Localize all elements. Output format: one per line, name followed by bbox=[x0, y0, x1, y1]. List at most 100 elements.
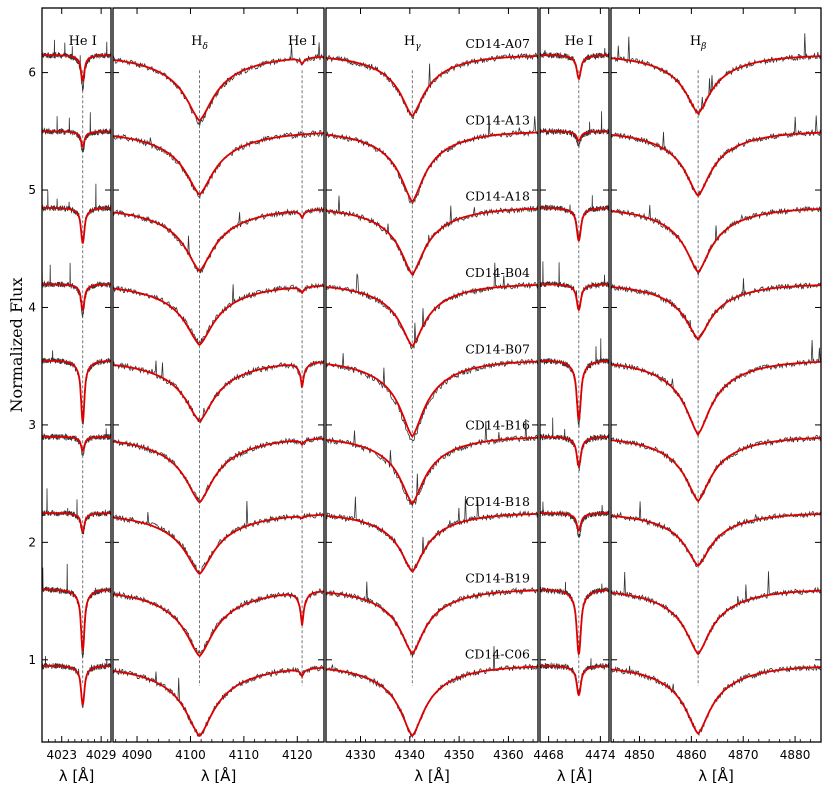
observed-spectrum-CD14-A18 bbox=[611, 204, 821, 277]
observed-spectrum-CD14-B04 bbox=[42, 262, 111, 318]
model-spectrum-CD14-A18 bbox=[113, 208, 324, 272]
panel-frame bbox=[41, 7, 112, 743]
observed-spectrum-CD14-A07 bbox=[540, 47, 609, 81]
star-label-CD14-B16: CD14-B16 bbox=[465, 418, 530, 433]
star-label-CD14-B18: CD14-B18 bbox=[465, 494, 530, 509]
model-spectrum-CD14-B04 bbox=[326, 284, 538, 348]
observed-spectrum-CD14-B18 bbox=[113, 500, 324, 575]
y-tick-label: 1 bbox=[28, 653, 36, 667]
model-spectrum-CD14-A18 bbox=[611, 208, 821, 274]
model-spectrum-CD14-A13 bbox=[611, 131, 821, 198]
model-spectrum-CD14-B07 bbox=[113, 361, 324, 423]
model-spectrum-CD14-A07 bbox=[326, 55, 538, 118]
y-axis: 1 2 3 4 5 6 bbox=[28, 66, 36, 667]
x-tick-label: 4880 bbox=[780, 748, 811, 762]
model-spectrum-CD14-B04 bbox=[611, 284, 821, 341]
model-spectrum-CD14-B18 bbox=[326, 513, 538, 573]
spectral-panel-5: 4850 4860 4870 4880 λ [Å] Hβ bbox=[610, 7, 822, 785]
observed-spectrum-CD14-B19 bbox=[42, 563, 111, 659]
x-tick-label: 4110 bbox=[229, 748, 260, 762]
model-spectrum-CD14-C06 bbox=[113, 666, 324, 737]
model-spectrum-CD14-C06 bbox=[611, 666, 821, 735]
spectra-curves bbox=[326, 52, 538, 739]
observed-spectrum-CD14-A07 bbox=[611, 33, 821, 116]
model-spectrum-CD14-B18 bbox=[611, 513, 821, 567]
spectra-curves bbox=[540, 47, 609, 697]
model-spectrum-CD14-B07 bbox=[42, 359, 111, 423]
model-spectrum-CD14-B16 bbox=[611, 437, 821, 503]
x-tick-label: 4023 bbox=[46, 748, 77, 762]
spectral-panel-4: 4468 4474 λ [Å] He I bbox=[533, 7, 616, 785]
x-tick-label: 4468 bbox=[533, 748, 564, 762]
x-tick-label: 4850 bbox=[624, 748, 655, 762]
observed-spectrum-CD14-B07 bbox=[611, 339, 821, 438]
spectra-curves bbox=[113, 42, 324, 737]
model-spectrum-CD14-A13 bbox=[42, 130, 111, 148]
model-spectrum-CD14-B04 bbox=[540, 283, 609, 311]
model-spectrum-CD14-B19 bbox=[42, 588, 111, 652]
y-tick-label: 4 bbox=[28, 300, 36, 314]
model-spectrum-CD14-B16 bbox=[113, 437, 324, 504]
observed-spectrum-CD14-B07 bbox=[113, 359, 324, 424]
model-spectrum-CD14-C06 bbox=[326, 665, 538, 738]
x-tick-label: 4474 bbox=[585, 748, 616, 762]
y-tick-label: 6 bbox=[28, 66, 36, 80]
panel-line-label: Hβ bbox=[690, 34, 707, 52]
panel-line-label: Hδ bbox=[191, 34, 208, 52]
model-spectrum-CD14-A13 bbox=[540, 130, 609, 142]
spectral-panel-2: 4090 4100 4110 4120 λ [Å] Hδ He I bbox=[112, 7, 325, 785]
star-label-CD14-A18: CD14-A18 bbox=[465, 189, 530, 204]
spectra-curves bbox=[42, 39, 111, 709]
x-tick-label: 4860 bbox=[676, 748, 707, 762]
model-spectrum-CD14-B16 bbox=[42, 435, 111, 452]
model-spectrum-CD14-B16 bbox=[326, 436, 538, 505]
x-tick-label: 4330 bbox=[345, 748, 376, 762]
panel-line-label: Hγ bbox=[404, 34, 421, 52]
y-tick-label: 3 bbox=[28, 418, 36, 432]
panel-line-label: He I bbox=[565, 34, 593, 49]
y-axis-label: Normalized Flux bbox=[7, 278, 26, 413]
model-spectrum-CD14-A18 bbox=[540, 207, 609, 242]
y-tick-label: 5 bbox=[28, 183, 36, 197]
star-label-CD14-B07: CD14-B07 bbox=[465, 341, 530, 356]
model-spectrum-CD14-A07 bbox=[540, 54, 609, 80]
observed-spectrum-CD14-B19 bbox=[113, 587, 324, 655]
star-label-CD14-A07: CD14-A07 bbox=[465, 36, 530, 51]
observed-spectrum-CD14-B04 bbox=[113, 282, 324, 346]
x-tick-label: 4120 bbox=[282, 748, 313, 762]
star-label-CD14-A13: CD14-A13 bbox=[465, 112, 530, 127]
observed-spectrum-CD14-B16 bbox=[611, 434, 821, 505]
observed-spectrum-CD14-C06 bbox=[113, 664, 324, 737]
observed-spectrum-CD14-A07 bbox=[113, 42, 324, 126]
model-spectrum-CD14-B19 bbox=[113, 590, 324, 658]
observed-spectrum-CD14-A13 bbox=[540, 111, 609, 148]
panel-frame bbox=[325, 7, 539, 743]
spectra-curves bbox=[611, 33, 821, 737]
observed-spectrum-CD14-B19 bbox=[326, 581, 538, 659]
model-spectrum-CD14-A18 bbox=[42, 206, 111, 244]
model-spectrum-CD14-B04 bbox=[113, 284, 324, 346]
panel-frame bbox=[610, 7, 822, 743]
x-axis-label: λ [Å] bbox=[414, 766, 450, 785]
model-spectrum-CD14-C06 bbox=[42, 665, 111, 706]
observed-spectrum-CD14-B19 bbox=[611, 571, 821, 656]
panel-line-label: He I bbox=[69, 34, 97, 49]
observed-spectrum-CD14-B16 bbox=[42, 428, 111, 457]
model-spectrum-CD14-B18 bbox=[540, 512, 609, 532]
x-tick-label: 4029 bbox=[86, 748, 117, 762]
x-tick-label: 4870 bbox=[728, 748, 759, 762]
star-label-CD14-C06: CD14-C06 bbox=[465, 647, 530, 662]
observed-spectrum-CD14-B07 bbox=[540, 338, 609, 428]
model-spectrum-CD14-B18 bbox=[42, 512, 111, 533]
model-spectrum-CD14-A07 bbox=[42, 54, 111, 82]
x-tick-label: 4340 bbox=[395, 748, 426, 762]
x-tick-label: 4100 bbox=[175, 748, 206, 762]
observed-spectrum-CD14-B19 bbox=[540, 581, 609, 654]
star-label-CD14-B04: CD14-B04 bbox=[465, 265, 530, 280]
model-spectrum-CD14-A13 bbox=[113, 132, 324, 196]
spectral-panel-3: 4330 4340 4350 4360 λ [Å] Hγ CD14-A07 CD14-A13 C… bbox=[325, 7, 539, 785]
panel-frame bbox=[112, 7, 325, 743]
observed-spectrum-CD14-A18 bbox=[326, 195, 538, 276]
x-tick-label: 4360 bbox=[493, 748, 524, 762]
